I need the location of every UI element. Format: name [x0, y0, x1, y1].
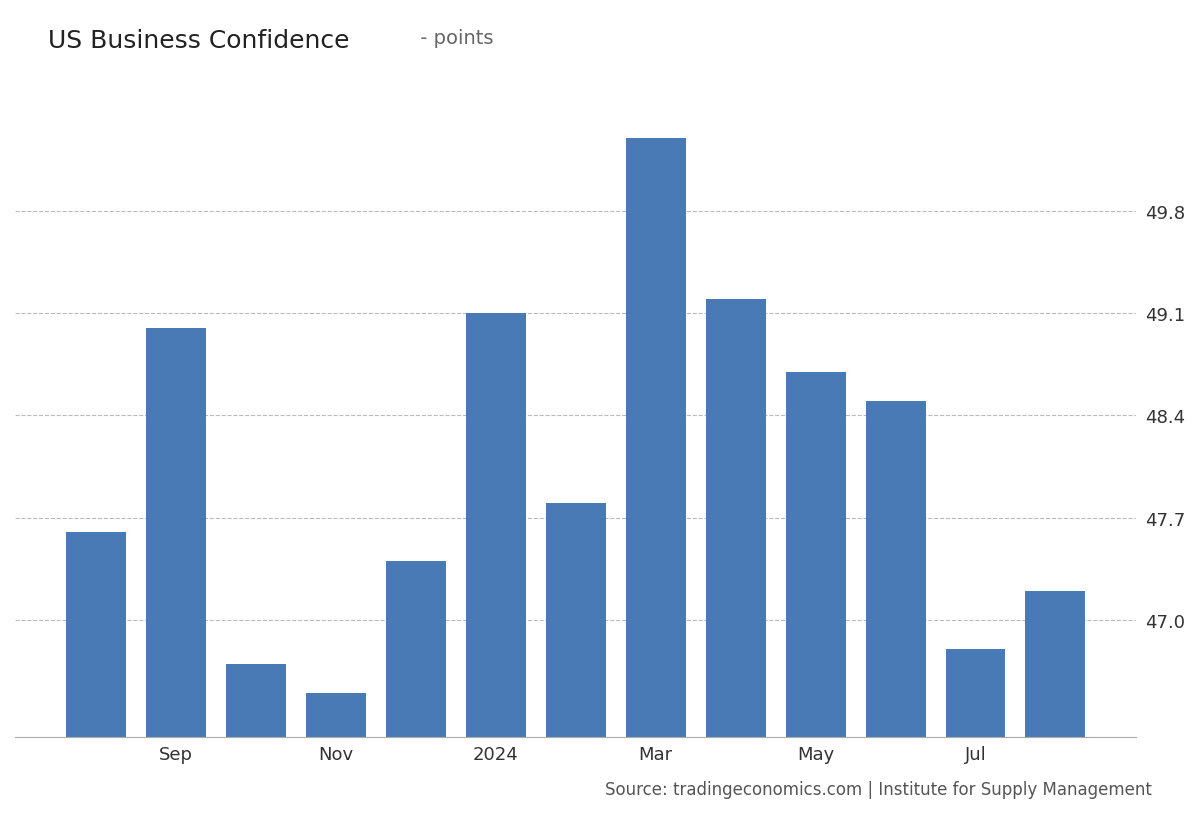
Bar — [1026, 591, 1086, 819]
Bar — [386, 562, 445, 819]
Bar — [306, 693, 366, 819]
Bar — [786, 372, 846, 819]
Text: US Business Confidence: US Business Confidence — [48, 29, 349, 52]
Bar — [865, 401, 925, 819]
Bar — [946, 649, 1006, 819]
Bar — [226, 664, 286, 819]
Bar — [466, 314, 526, 819]
Bar — [146, 328, 206, 819]
Text: - points: - points — [414, 29, 493, 48]
Text: Source: tradingeconomics.com | Institute for Supply Management: Source: tradingeconomics.com | Institute… — [605, 781, 1152, 799]
Bar — [546, 504, 606, 819]
Bar — [706, 299, 766, 819]
Bar — [66, 532, 126, 819]
Bar — [625, 139, 685, 819]
